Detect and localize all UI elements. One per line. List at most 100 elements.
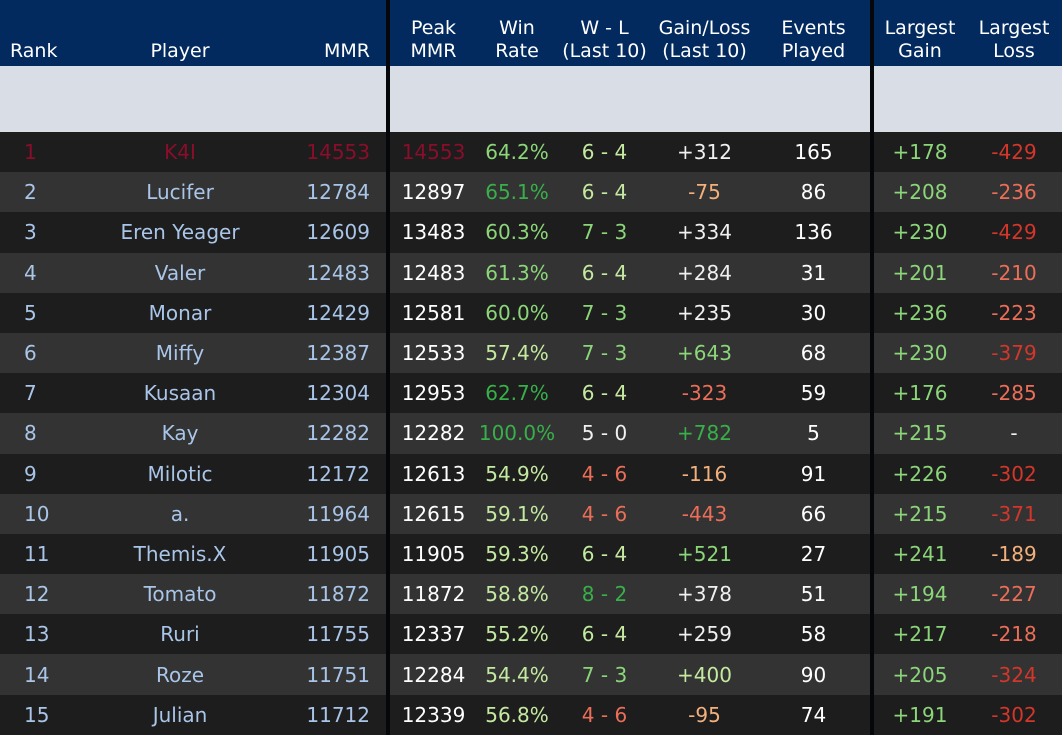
largest-loss-cell: -285 [966, 373, 1062, 414]
table-row[interactable]: 2 Lucifer 12784 12897 65.1% 6 - 4 -75 86 +208 -23… [0, 172, 1062, 213]
gain-loss-cell: +643 [652, 332, 757, 374]
win-loss-cell: 4 - 6 [557, 453, 652, 494]
rank-cell: 9 [0, 453, 70, 494]
header-win-loss[interactable]: W - L (Last 10) [557, 0, 652, 66]
player-name[interactable]: Tomato [70, 574, 290, 615]
rank-cell: 12 [0, 574, 70, 615]
events-played-cell: 86 [757, 172, 872, 213]
player-name[interactable]: Eren Yeager [70, 212, 290, 253]
header-lg-line2: Gain [898, 40, 942, 62]
table-body: 1 K4I 14553 14553 64.2% 6 - 4 +312 165 +178 -429 2… [0, 132, 1062, 735]
peak-mmr-cell: 12581 [386, 292, 477, 333]
largest-gain-cell: +191 [870, 694, 966, 735]
largest-gain-cell: +226 [870, 453, 966, 494]
player-name[interactable]: Valer [70, 252, 290, 293]
player-name[interactable]: Milotic [70, 453, 290, 494]
largest-loss-cell: -302 [966, 453, 1062, 494]
table-row[interactable]: 12 Tomato 11872 11872 58.8% 8 - 2 +378 51 +194 -2… [0, 574, 1062, 615]
header-wl-line1: W - L [580, 17, 629, 39]
table-row[interactable]: 13 Ruri 11755 12337 55.2% 6 - 4 +259 58 +217 -218 [0, 614, 1062, 655]
table-row[interactable]: 4 Valer 12483 12483 61.3% 6 - 4 +284 31 +201 -210 [0, 252, 1062, 293]
table-row[interactable]: 11 Themis.X 11905 11905 59.3% 6 - 4 +521 27 +241… [0, 533, 1062, 575]
largest-loss-cell: -189 [966, 533, 1062, 575]
player-name[interactable]: Julian [70, 694, 290, 735]
table-header: Rank Player MMR Peak MMR Win Rate W - L (La… [0, 0, 1062, 132]
player-name[interactable]: Themis.X [70, 533, 290, 575]
mmr-cell: 11964 [290, 493, 388, 534]
table-row[interactable]: 6 Miffy 12387 12533 57.4% 7 - 3 +643 68 +230 -379 [0, 332, 1062, 374]
win-rate-cell: 56.8% [477, 694, 557, 735]
header-ev-line2: Played [781, 40, 846, 62]
win-rate-cell: 100.0% [477, 413, 557, 454]
player-name[interactable]: Ruri [70, 614, 290, 655]
player-name[interactable]: Roze [70, 654, 290, 695]
largest-gain-cell: +176 [870, 373, 966, 414]
header-peak-mmr[interactable]: Peak MMR [386, 0, 477, 66]
header-player[interactable]: Player [70, 0, 290, 66]
events-played-cell: 31 [757, 252, 872, 293]
header-peak-line2: MMR [410, 40, 457, 62]
header-ll-line2: Loss [993, 40, 1035, 62]
peak-mmr-cell: 12339 [386, 694, 477, 735]
header-events-played[interactable]: Events Played [757, 0, 872, 66]
header-win-rate[interactable]: Win Rate [477, 0, 557, 66]
mmr-cell: 12304 [290, 373, 388, 414]
table-row[interactable]: 5 Monar 12429 12581 60.0% 7 - 3 +235 30 +236 -223 [0, 292, 1062, 333]
peak-mmr-cell: 12615 [386, 493, 477, 534]
header-lg-line1: Largest [884, 17, 956, 39]
rank-cell: 14 [0, 654, 70, 695]
peak-mmr-cell: 13483 [386, 212, 477, 253]
header-separator [0, 66, 1062, 132]
gain-loss-cell: -95 [652, 694, 757, 735]
table-row[interactable]: 8 Kay 12282 12282 100.0% 5 - 0 +782 5 +215- [0, 413, 1062, 454]
table-row[interactable]: 9 Milotic 12172 12613 54.9% 4 - 6 -116 91 +226 -3… [0, 453, 1062, 494]
header-gain-loss[interactable]: Gain/Loss (Last 10) [652, 0, 757, 66]
table-row[interactable]: 1 K4I 14553 14553 64.2% 6 - 4 +312 165 +178 -429 [0, 132, 1062, 173]
header-mmr[interactable]: MMR [290, 0, 388, 66]
table-row[interactable]: 15 Julian 11712 12339 56.8% 4 - 6 -95 74 +191 -30… [0, 694, 1062, 735]
mmr-cell: 11905 [290, 533, 388, 575]
events-played-cell: 51 [757, 574, 872, 615]
player-name[interactable]: Miffy [70, 332, 290, 374]
gain-loss-cell: -75 [652, 172, 757, 213]
mmr-cell: 11755 [290, 614, 388, 655]
header-win-line2: Rate [495, 40, 539, 62]
largest-gain-cell: +205 [870, 654, 966, 695]
header-gl-line1: Gain/Loss [658, 17, 751, 39]
player-name[interactable]: Monar [70, 292, 290, 333]
table-row[interactable]: 7 Kusaan 12304 12953 62.7% 6 - 4 -323 59 +176 -28… [0, 373, 1062, 414]
largest-gain-cell: +230 [870, 332, 966, 374]
table-row[interactable]: 10 a. 11964 12615 59.1% 4 - 6 -443 66 +215 -371 [0, 493, 1062, 534]
header-largest-loss[interactable]: Largest Loss [966, 0, 1062, 66]
table-row[interactable]: 3 Eren Yeager 12609 13483 60.3% 7 - 3 +334 136 +… [0, 212, 1062, 253]
events-played-cell: 58 [757, 614, 872, 655]
mmr-cell: 14553 [290, 132, 388, 173]
largest-loss-cell: -218 [966, 614, 1062, 655]
rank-cell: 6 [0, 332, 70, 374]
table-row[interactable]: 14 Roze 11751 12284 54.4% 7 - 3 +400 90 +205 -324 [0, 654, 1062, 695]
header-peak-line1: Peak [410, 17, 457, 39]
win-loss-cell: 6 - 4 [557, 172, 652, 213]
player-name[interactable]: Kusaan [70, 373, 290, 414]
gain-loss-cell: +312 [652, 132, 757, 173]
win-rate-cell: 61.3% [477, 252, 557, 293]
player-name[interactable]: K4I [70, 132, 290, 173]
largest-gain-cell: +236 [870, 292, 966, 333]
player-name[interactable]: Kay [70, 413, 290, 454]
win-rate-cell: 54.4% [477, 654, 557, 695]
events-played-cell: 91 [757, 453, 872, 494]
player-name[interactable]: Lucifer [70, 172, 290, 213]
win-loss-cell: 4 - 6 [557, 493, 652, 534]
win-rate-cell: 64.2% [477, 132, 557, 173]
header-largest-gain[interactable]: Largest Gain [870, 0, 966, 66]
largest-gain-cell: +208 [870, 172, 966, 213]
gain-loss-cell: +521 [652, 533, 757, 575]
win-loss-cell: 6 - 4 [557, 252, 652, 293]
largest-loss-cell: -429 [966, 132, 1062, 173]
largest-gain-cell: +230 [870, 212, 966, 253]
win-rate-cell: 57.4% [477, 332, 557, 374]
events-played-cell: 30 [757, 292, 872, 333]
win-rate-cell: 58.8% [477, 574, 557, 615]
player-name[interactable]: a. [70, 493, 290, 534]
header-rank[interactable]: Rank [0, 0, 70, 66]
